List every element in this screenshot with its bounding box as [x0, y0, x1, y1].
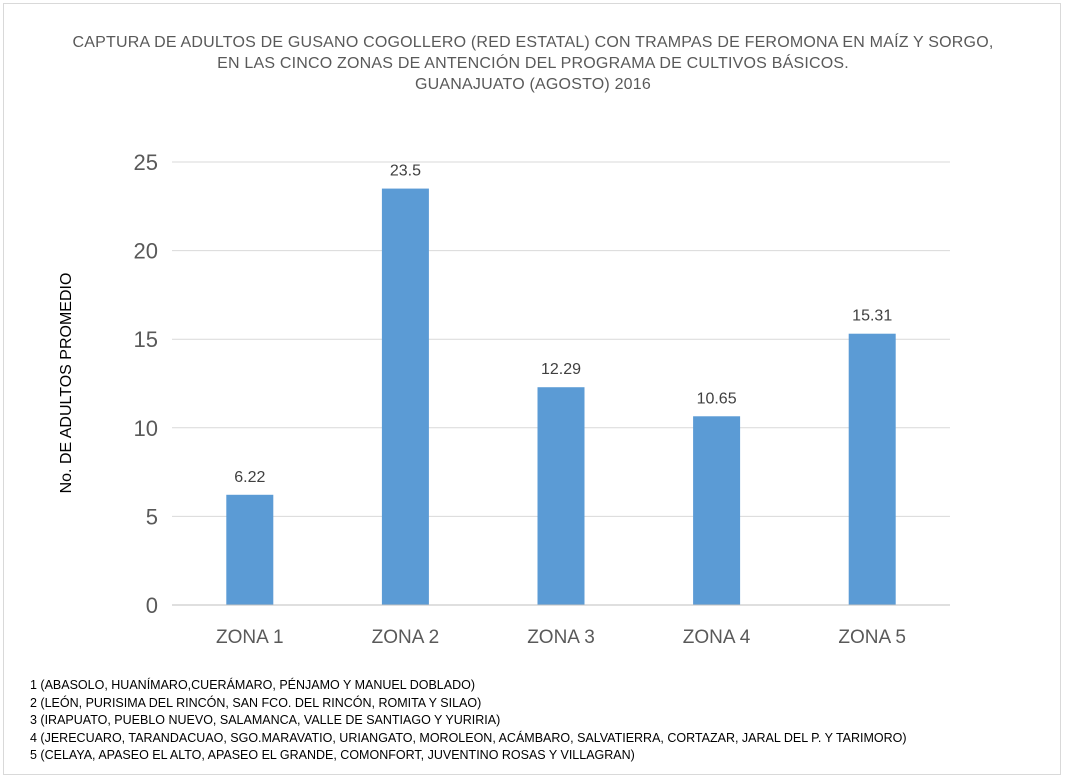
bar-5 — [848, 333, 896, 605]
chart-title: CAPTURA DE ADULTOS DE GUSANO COGOLLERO (… — [10, 32, 1056, 95]
x-tick-label-2: ZONA 2 — [372, 627, 440, 648]
data-label-3: 12.29 — [541, 361, 581, 378]
zone-note-5: 5 (CELAYA, APASEO EL ALTO, APASEO EL GRA… — [30, 748, 635, 763]
y-tick-label-20: 20 — [134, 239, 158, 264]
bar-3 — [537, 387, 585, 605]
zone-note-4: 4 (JERECUARO, TARANDACUAO, SGO.MARAVATIO… — [30, 730, 907, 745]
chart-title-line-3: GUANAJUATO (AGOSTO) 2016 — [415, 76, 651, 93]
y-tick-label-0: 0 — [146, 593, 158, 618]
bar-4 — [693, 416, 741, 605]
bar-2 — [381, 188, 429, 605]
zone-note-2: 2 (LEÓN, PURISIMA DEL RINCÓN, SAN FCO. D… — [30, 695, 482, 710]
x-tick-label-3: ZONA 3 — [527, 627, 595, 648]
y-tick-label-5: 5 — [146, 504, 158, 529]
data-label-5: 15.31 — [852, 308, 892, 325]
data-label-2: 23.5 — [390, 163, 421, 180]
data-label-4: 10.65 — [697, 390, 737, 407]
y-tick-label-15: 15 — [134, 327, 158, 352]
y-tick-label-10: 10 — [134, 416, 158, 441]
y-tick-label-25: 25 — [134, 150, 158, 175]
zone-notes: 1 (ABASOLO, HUANÍMARO,CUERÁMARO, PÉNJAMO… — [30, 677, 1060, 765]
zone-note-1: 1 (ABASOLO, HUANÍMARO,CUERÁMARO, PÉNJAMO… — [30, 678, 475, 692]
zone-note-3: 3 (IRAPUATO, PUEBLO NUEVO, SALAMANCA, VA… — [30, 713, 501, 728]
chart-frame — [3, 3, 1061, 775]
x-tick-label-5: ZONA 5 — [838, 627, 906, 648]
bar-1 — [226, 494, 274, 605]
data-label-1: 6.22 — [234, 469, 265, 486]
x-tick-label-4: ZONA 4 — [683, 627, 751, 648]
chart-title-line-1: CAPTURA DE ADULTOS DE GUSANO COGOLLERO (… — [72, 34, 994, 51]
x-tick-label-1: ZONA 1 — [216, 627, 284, 648]
y-axis-label: No. DE ADULTOS PROMEDIO — [58, 273, 75, 494]
chart-title-line-2: EN LAS CINCO ZONAS DE ANTENCIÓN DEL PROG… — [217, 55, 849, 72]
